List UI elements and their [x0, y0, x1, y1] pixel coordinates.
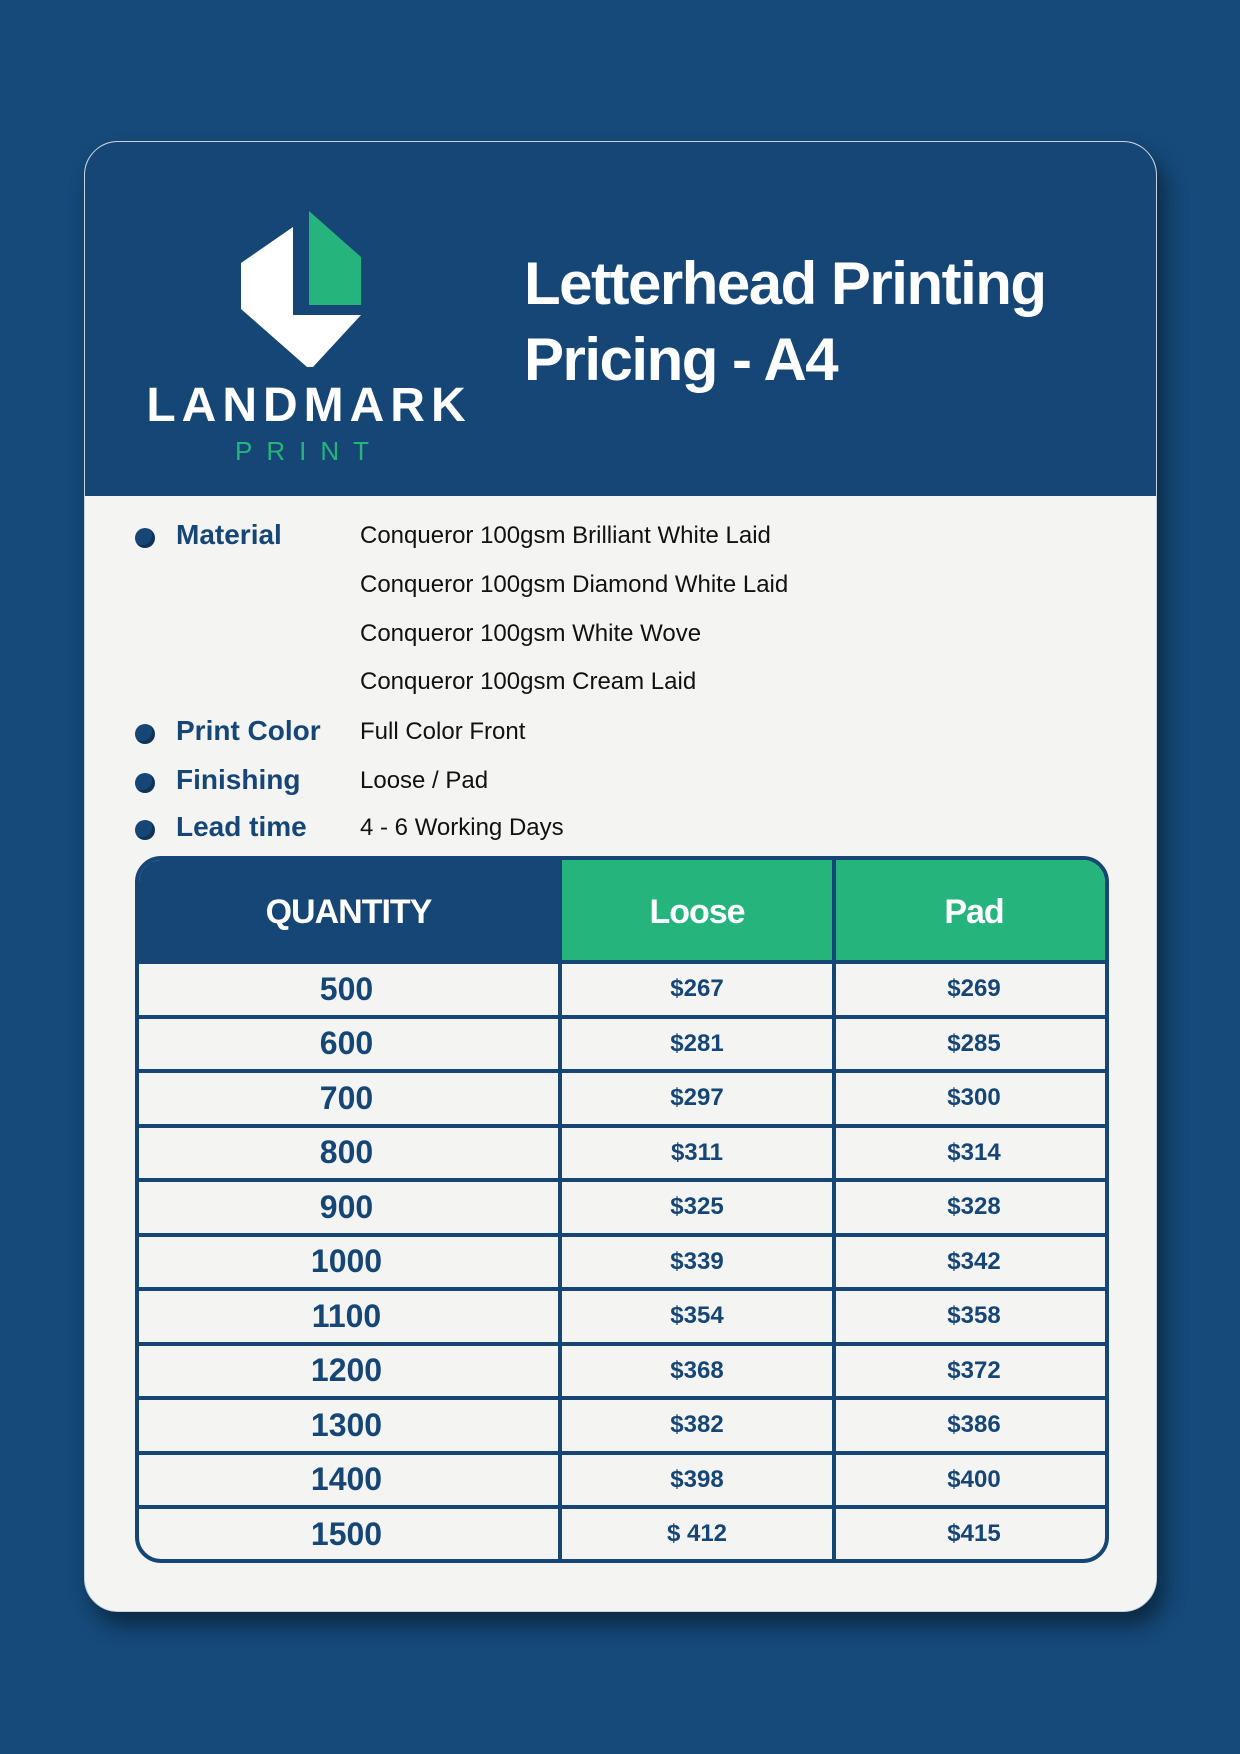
quantity-cell: 1100 — [311, 1297, 382, 1334]
pad-price-cell: $342 — [832, 1236, 1105, 1287]
quantity-cell: 1500 — [310, 1515, 383, 1552]
spec-material-value: Conqueror 100gsm White Wove — [360, 620, 702, 647]
quantity-cell: 1000 — [310, 1243, 383, 1280]
pad-price-cell: $372 — [832, 1345, 1105, 1396]
loose-price-cell: $ 412 — [558, 1509, 832, 1559]
pad-price-cell: $415 — [832, 1509, 1105, 1559]
pricing-table: QUANTITY Loose Pad 500 $267 $269 600 $281 $28… — [135, 856, 1109, 1563]
loose-price-cell: $354 — [558, 1291, 832, 1342]
loose-price-cell: $339 — [558, 1236, 832, 1287]
spec-print-color: Print Color Full Color Front — [85, 713, 1156, 753]
brand-name: LANDMARK — [146, 379, 472, 432]
bullet-icon — [135, 773, 155, 793]
bullet-icon — [135, 528, 155, 548]
page-title: Letterhead Printing Pricing - A4 — [524, 250, 1047, 393]
quantity-cell: 800 — [319, 1134, 374, 1171]
quantity-cell: 700 — [319, 1079, 374, 1116]
loose-price-cell: $311 — [558, 1127, 832, 1178]
bullet-icon — [135, 724, 155, 744]
loose-price-cell: $398 — [558, 1454, 832, 1505]
loose-price-cell: $297 — [558, 1073, 832, 1124]
quantity-cell: 900 — [319, 1188, 374, 1225]
table-row: 700 $297 $300 — [139, 1069, 1105, 1124]
loose-price-cell: $325 — [558, 1182, 832, 1233]
quantity-cell: 1200 — [310, 1352, 383, 1389]
spec-material-value: Conqueror 100gsm Diamond White Laid — [360, 571, 789, 598]
loose-price-cell: $267 — [558, 964, 832, 1015]
pad-price-cell: $314 — [832, 1127, 1105, 1178]
pricing-card: LANDMARK PRINT Letterhead Printing Prici… — [84, 141, 1157, 1612]
pad-price-cell: $269 — [832, 964, 1105, 1015]
header: LANDMARK PRINT Letterhead Printing Prici… — [85, 142, 1156, 496]
quantity-cell: 1400 — [310, 1461, 383, 1498]
loose-price-cell: $368 — [558, 1345, 832, 1396]
pad-price-cell: $300 — [832, 1073, 1105, 1124]
pad-price-cell: $328 — [832, 1182, 1105, 1233]
loose-price-cell: $382 — [558, 1400, 832, 1451]
spec-material: Material Conqueror 100gsm Brilliant Whit… — [85, 517, 1156, 557]
table-row: 600 $281 $285 — [139, 1014, 1105, 1069]
pad-price-cell: $386 — [832, 1400, 1105, 1451]
bullet-icon — [135, 820, 155, 840]
pad-price-cell: $358 — [832, 1291, 1105, 1342]
header-quantity: QUANTITY — [139, 860, 558, 964]
table-row: 1400 $398 $400 — [139, 1450, 1105, 1505]
landmark-logo-icon — [241, 211, 361, 367]
header-pad: Pad — [832, 860, 1105, 964]
table-row: 800 $311 $314 — [139, 1123, 1105, 1178]
table-row: 1200 $368 $372 — [139, 1341, 1105, 1396]
pad-price-cell: $400 — [832, 1454, 1105, 1505]
pad-price-cell: $285 — [832, 1018, 1105, 1069]
spec-lead-time: Lead time 4 - 6 Working Days — [85, 809, 1156, 849]
table-row: 1100 $354 $358 — [139, 1287, 1105, 1342]
table-row: 500 $267 $269 — [139, 960, 1105, 1015]
loose-price-cell: $281 — [558, 1018, 832, 1069]
spec-finishing: Finishing Loose / Pad — [85, 762, 1156, 802]
table-row: 1300 $382 $386 — [139, 1396, 1105, 1451]
quantity-cell: 1300 — [310, 1406, 383, 1443]
table-row: 900 $325 $328 — [139, 1178, 1105, 1233]
quantity-cell: 600 — [319, 1025, 374, 1062]
brand-subtitle: PRINT — [235, 436, 383, 466]
table-row: 1000 $339 $342 — [139, 1232, 1105, 1287]
table-row: 1500 $ 412 $415 — [139, 1505, 1105, 1559]
spec-material-value: Conqueror 100gsm Cream Laid — [360, 668, 697, 695]
quantity-cell: 500 — [319, 970, 374, 1007]
header-loose: Loose — [558, 860, 832, 964]
